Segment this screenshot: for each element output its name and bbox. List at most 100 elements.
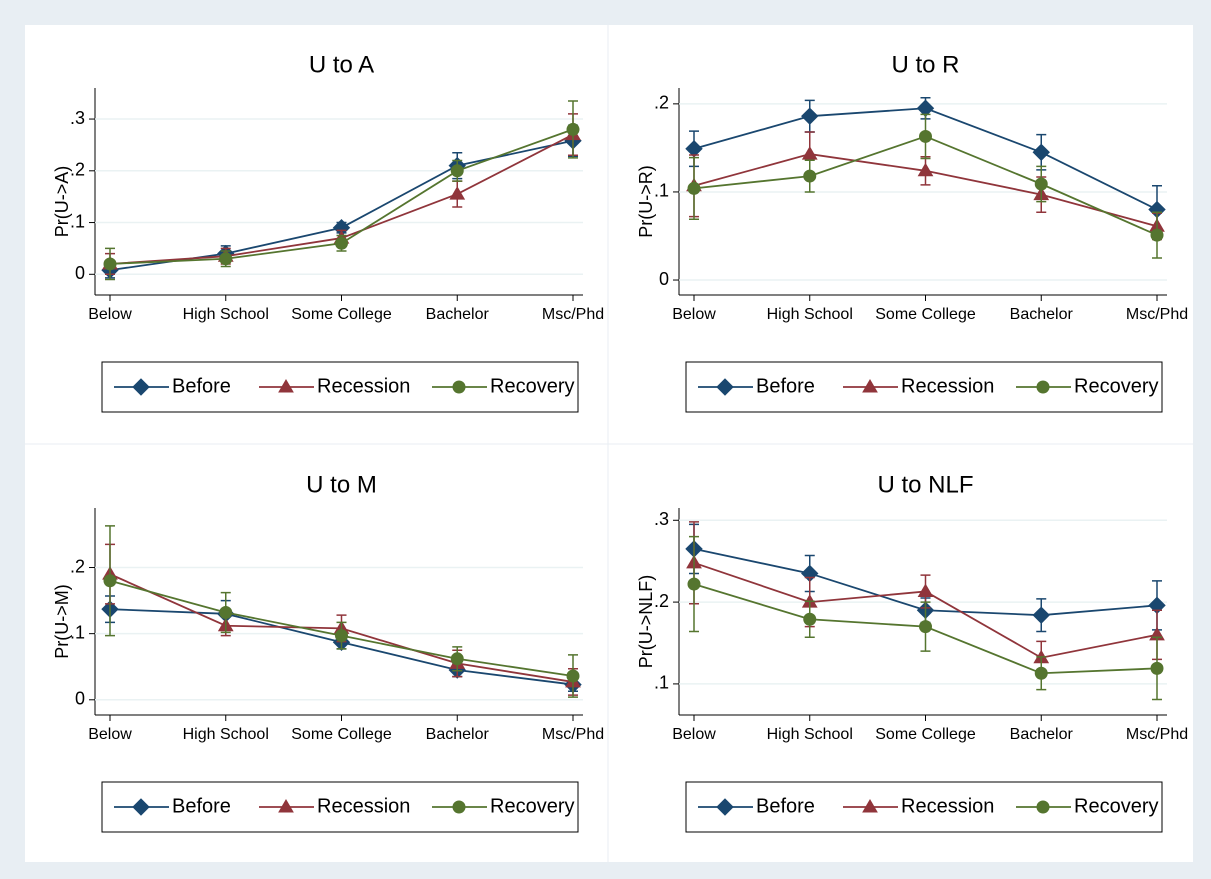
y-axis-label: Pr(U->M) [52,584,72,659]
legend-box [685,361,1163,413]
y-tick-label: .1 [654,673,669,693]
marker [917,583,934,597]
legend-box [685,781,1163,833]
x-tick-label: High School [183,726,269,743]
marker [801,146,818,160]
marker [450,652,464,666]
x-tick-label: Msc/Phd [542,726,604,743]
y-tick-label: .3 [70,108,85,128]
y-tick-label: .2 [70,160,85,180]
legend-label: Recession [317,375,410,397]
marker [452,800,466,814]
marker [450,164,464,178]
marker [335,236,348,250]
y-axis-label: Pr(U->R) [636,165,656,238]
marker [1150,228,1164,242]
x-tick-label: Below [672,726,716,743]
legend-box [101,781,579,833]
legend-label: Recovery [1074,795,1158,817]
marker [1032,606,1050,624]
marker [278,379,294,393]
marker [132,378,150,396]
panel-title: U to R [891,51,959,78]
marker [803,612,817,626]
legend-label: Before [172,375,231,397]
x-tick-label: High School [183,306,269,323]
y-tick-label: .2 [70,556,85,576]
legend-label: Recovery [490,375,574,397]
x-tick-label: High School [767,726,853,743]
x-tick-label: High School [767,306,853,323]
marker [862,799,878,813]
marker [103,257,117,271]
x-tick-label: Some College [291,726,392,743]
y-tick-label: .2 [654,93,669,113]
y-tick-label: .2 [654,591,669,611]
marker [803,169,817,183]
x-tick-label: Bachelor [1010,726,1074,743]
marker [917,162,934,177]
legend-label: Recession [901,375,994,397]
marker [919,620,932,634]
marker [801,107,819,125]
panel-title: U to A [309,51,374,78]
panel: U to R 0 .1 .2 Pr(U->R) Below High School Some … [636,51,1188,413]
x-tick-label: Some College [291,306,392,323]
y-tick-label: .3 [654,509,669,529]
panel-title: U to NLF [877,471,973,498]
legend-label: Recovery [490,795,574,817]
marker [449,186,466,200]
x-tick-label: Bachelor [1010,306,1074,323]
marker [862,379,878,393]
marker [132,798,150,816]
marker [1034,177,1048,191]
marker [1032,143,1050,162]
legend-label: Recession [317,795,410,817]
y-tick-label: .1 [654,181,669,201]
x-tick-label: Bachelor [426,306,490,323]
x-tick-label: Msc/Phd [1126,726,1188,743]
marker [219,605,233,619]
marker [278,799,294,813]
y-tick-label: .1 [70,211,85,231]
marker [716,378,734,396]
marker [103,574,117,588]
legend-label: Before [756,795,815,817]
x-tick-label: Msc/Phd [542,306,604,323]
marker [335,629,348,643]
marker [566,669,580,683]
y-tick-label: 0 [75,689,85,709]
marker [919,129,932,143]
panel: U to M 0 .1 .2 Pr(U->M) Below High School Some … [52,471,604,833]
legend-label: Before [172,795,231,817]
x-tick-label: Below [672,306,716,323]
y-tick-label: .1 [70,622,85,642]
marker [219,252,233,266]
legend-label: Before [756,375,815,397]
legend-label: Recession [901,795,994,817]
x-tick-label: Below [88,306,132,323]
legend-box [101,361,579,413]
x-tick-label: Msc/Phd [1126,306,1188,323]
x-tick-label: Some College [875,306,976,323]
marker [566,122,580,136]
marker [1150,661,1164,675]
x-tick-label: Bachelor [426,726,490,743]
y-axis-label: Pr(U->NLF) [636,575,656,669]
marker [716,798,734,816]
legend-label: Recovery [1074,375,1158,397]
y-tick-label: 0 [659,269,669,289]
marker [1034,666,1048,680]
x-tick-label: Below [88,726,132,743]
y-tick-label: 0 [75,263,85,283]
y-axis-label: Pr(U->A) [52,166,72,238]
marker [1036,800,1050,814]
panel: U to NLF .1 .2 .3 Pr(U->NLF) Below High School… [636,471,1188,833]
panel-title: U to M [306,471,377,498]
marker [687,577,701,591]
marker [1036,380,1050,394]
marker [687,181,701,195]
x-tick-label: Some College [875,726,976,743]
panel: U to A 0 .1 .2 .3 Pr(U->A) Below High School Som… [52,51,604,413]
